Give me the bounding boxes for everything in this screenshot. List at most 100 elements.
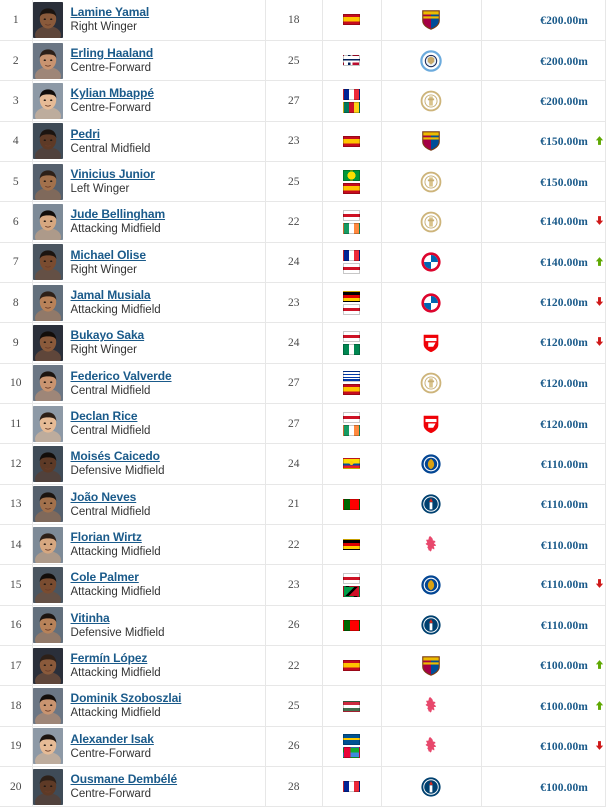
club-crest-icon[interactable] [420, 90, 442, 112]
player-cell[interactable]: Dominik Szoboszlai Attacking Midfield [32, 685, 266, 727]
club-cell[interactable] [381, 524, 482, 566]
player-name-link[interactable]: Pedri [70, 126, 101, 141]
player-photo[interactable] [32, 163, 63, 200]
player-name-link[interactable]: Federico Valverde [70, 368, 172, 383]
club-cell[interactable] [381, 685, 482, 727]
market-value-cell[interactable]: €100.00m [481, 766, 606, 807]
player-cell[interactable]: Vitinha Defensive Midfield [32, 605, 266, 647]
player-cell[interactable]: Moisés Caicedo Defensive Midfield [32, 443, 266, 485]
club-cell[interactable] [381, 40, 482, 82]
table-row[interactable]: 9 Bukayo Saka Right Winger 24 €120.00m [0, 322, 606, 364]
player-photo[interactable] [32, 445, 63, 482]
player-photo[interactable] [32, 365, 63, 402]
market-value-cell[interactable]: €100.00m [481, 726, 606, 768]
market-value-cell[interactable]: €120.00m [481, 403, 606, 445]
club-cell[interactable] [381, 484, 482, 525]
club-crest-icon[interactable] [420, 655, 442, 677]
market-value-cell[interactable]: €140.00m [481, 201, 606, 243]
player-cell[interactable]: Ousmane Dembélé Centre-Forward [32, 766, 266, 807]
club-cell[interactable] [381, 605, 482, 647]
table-row[interactable]: 20 Ousmane Dembélé Centre-Forward 28 €100.0… [0, 766, 606, 807]
club-crest-icon[interactable] [420, 372, 442, 394]
market-value-cell[interactable]: €110.00m [481, 484, 606, 525]
player-photo[interactable] [32, 486, 63, 523]
player-photo[interactable] [32, 688, 63, 725]
club-cell[interactable] [381, 564, 482, 606]
player-cell[interactable]: Declan Rice Central Midfield [32, 403, 266, 445]
player-cell[interactable]: Vinicius Junior Left Winger [32, 161, 266, 203]
player-photo[interactable] [32, 526, 63, 563]
club-cell[interactable] [381, 0, 482, 41]
market-value-cell[interactable]: €110.00m [481, 564, 606, 606]
player-photo[interactable] [32, 566, 63, 603]
table-row[interactable]: 6 Jude Bellingham Attacking Midfield 22 €14… [0, 201, 606, 243]
market-value-cell[interactable]: €200.00m [481, 40, 606, 82]
club-crest-icon[interactable] [420, 49, 443, 72]
player-name-link[interactable]: Erling Haaland [70, 45, 154, 60]
market-value-cell[interactable]: €120.00m [481, 282, 606, 324]
player-cell[interactable]: Cole Palmer Attacking Midfield [32, 564, 266, 606]
player-name-link[interactable]: Cole Palmer [70, 570, 139, 585]
club-crest-icon[interactable] [420, 413, 442, 435]
player-cell[interactable]: Pedri Central Midfield [32, 121, 266, 162]
market-value-cell[interactable]: €150.00m [481, 161, 606, 203]
market-value-cell[interactable]: €120.00m [481, 363, 606, 404]
market-value-cell[interactable]: €110.00m [481, 524, 606, 566]
club-crest-icon[interactable] [420, 574, 442, 596]
club-crest-icon[interactable] [420, 614, 442, 636]
club-crest-icon[interactable] [420, 130, 442, 152]
table-row[interactable]: 1 Lamine Yamal Right Winger 18 €200.00m [0, 0, 606, 41]
club-cell[interactable] [381, 282, 482, 324]
club-crest-icon[interactable] [420, 171, 442, 193]
player-cell[interactable]: Jamal Musiala Attacking Midfield [32, 282, 266, 324]
club-crest-icon[interactable] [420, 9, 442, 31]
table-row[interactable]: 19 Alexander Isak Centre-Forward 26 €100.00… [0, 726, 606, 768]
player-name-link[interactable]: Jude Bellingham [70, 207, 166, 222]
player-photo[interactable] [32, 768, 63, 805]
market-value-cell[interactable]: €140.00m [481, 242, 606, 283]
table-row[interactable]: 11 Declan Rice Central Midfield 27 €120.00m [0, 403, 606, 445]
player-name-link[interactable]: Alexander Isak [70, 731, 154, 746]
player-name-link[interactable]: Moisés Caicedo [70, 449, 160, 464]
player-name-link[interactable]: Fermín López [70, 650, 148, 665]
player-cell[interactable]: Lamine Yamal Right Winger [32, 0, 266, 41]
player-name-link[interactable]: Declan Rice [70, 408, 138, 423]
market-value-cell[interactable]: €200.00m [481, 0, 606, 41]
club-cell[interactable] [381, 443, 482, 485]
market-value-cell[interactable]: €120.00m [481, 322, 606, 364]
player-name-link[interactable]: Bukayo Saka [70, 328, 145, 343]
player-name-link[interactable]: João Neves [70, 489, 137, 504]
club-crest-icon[interactable] [420, 493, 442, 515]
table-row[interactable]: 15 Cole Palmer Attacking Midfield 23 €110.0… [0, 564, 606, 606]
player-cell[interactable]: Erling Haaland Centre-Forward [32, 40, 266, 82]
club-crest-icon[interactable] [420, 332, 442, 354]
market-value-cell[interactable]: €110.00m [481, 443, 606, 485]
table-row[interactable]: 5 Vinicius Junior Left Winger 25 €150.00m [0, 161, 606, 203]
market-value-cell[interactable]: €110.00m [481, 605, 606, 647]
club-cell[interactable] [381, 766, 482, 807]
table-row[interactable]: 8 Jamal Musiala Attacking Midfield 23 €120.… [0, 282, 606, 324]
table-row[interactable]: 2 Erling Haaland Centre-Forward 25 €200.00m [0, 40, 606, 82]
club-cell[interactable] [381, 201, 482, 243]
table-row[interactable]: 4 Pedri Central Midfield 23 €150.00m [0, 121, 606, 162]
club-cell[interactable] [381, 80, 482, 122]
player-photo[interactable] [32, 607, 63, 644]
club-cell[interactable] [381, 726, 482, 768]
player-cell[interactable]: Bukayo Saka Right Winger [32, 322, 266, 364]
club-crest-icon[interactable] [420, 453, 442, 475]
player-cell[interactable]: Florian Wirtz Attacking Midfield [32, 524, 266, 566]
player-name-link[interactable]: Dominik Szoboszlai [70, 691, 182, 706]
player-cell[interactable]: Kylian Mbappé Centre-Forward [32, 80, 266, 122]
club-cell[interactable] [381, 645, 482, 687]
club-cell[interactable] [381, 161, 482, 203]
club-crest-icon[interactable] [420, 211, 442, 233]
player-photo[interactable] [32, 1, 63, 38]
table-row[interactable]: 14 Florian Wirtz Attacking Midfield 22 €110… [0, 524, 606, 566]
club-cell[interactable] [381, 121, 482, 162]
player-name-link[interactable]: Vitinha [70, 610, 110, 625]
table-row[interactable]: 7 Michael Olise Right Winger 24 €140.00m [0, 242, 606, 283]
table-row[interactable]: 18 Dominik Szoboszlai Attacking Midfield 2… [0, 685, 606, 727]
market-value-cell[interactable]: €100.00m [481, 685, 606, 727]
table-row[interactable]: 10 Federico Valverde Central Midfield 27 €1… [0, 363, 606, 404]
player-photo[interactable] [32, 123, 63, 160]
